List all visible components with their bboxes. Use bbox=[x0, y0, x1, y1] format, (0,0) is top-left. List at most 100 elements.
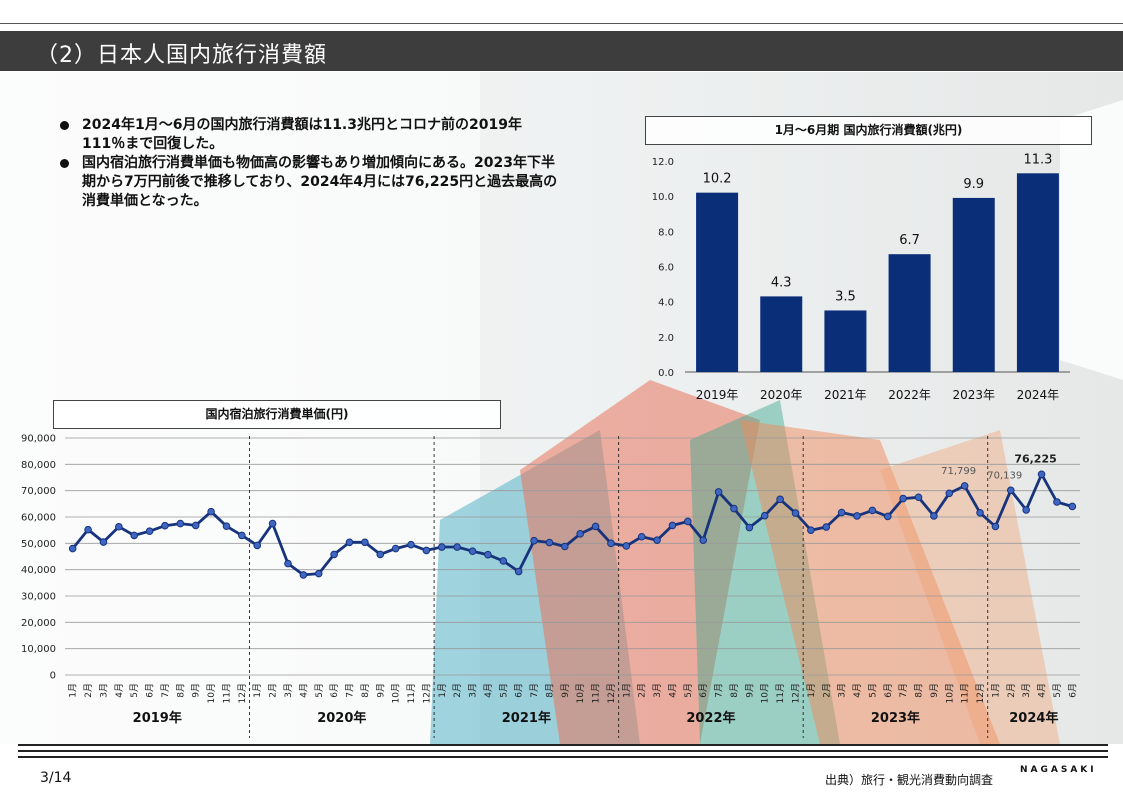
month-tick-label: 4月 bbox=[667, 683, 678, 698]
month-tick-label: 6月 bbox=[883, 683, 894, 698]
bar bbox=[952, 197, 995, 372]
bar bbox=[760, 296, 803, 372]
month-tick-label: 5月 bbox=[683, 683, 694, 698]
year-label: 2019年 bbox=[133, 710, 182, 726]
data-point bbox=[791, 509, 800, 517]
bar-value-label: 3.5 bbox=[835, 289, 856, 304]
month-tick-label: 5月 bbox=[1052, 683, 1063, 698]
month-tick-label: 10月 bbox=[206, 683, 217, 703]
year-label: 2023年 bbox=[871, 710, 920, 726]
data-point bbox=[161, 521, 169, 530]
year-label: 2022年 bbox=[686, 710, 735, 726]
title-bar: （2）日本人国内旅行消費額 bbox=[0, 31, 1123, 71]
data-point bbox=[945, 489, 954, 498]
bar bbox=[696, 192, 739, 372]
month-tick-label: 2月 bbox=[452, 683, 463, 698]
month-tick-label: 10月 bbox=[575, 683, 586, 703]
data-point bbox=[776, 495, 784, 504]
y-tick-label: 80,000 bbox=[21, 460, 56, 471]
data-point bbox=[1037, 470, 1046, 479]
bullet-item: 国内宿泊旅行消費単価も物価高の影響もあり増加傾向にある。2023年下半期から7万… bbox=[58, 154, 558, 211]
bar-value-label: 9.9 bbox=[963, 177, 984, 192]
month-tick-label: 11月 bbox=[221, 683, 232, 703]
month-tick-label: 7月 bbox=[529, 683, 540, 698]
bullet-item: 2024年1月～6月の国内旅行消費額は11.3兆円とコロナ前の2019年111％… bbox=[58, 116, 558, 154]
data-point bbox=[745, 523, 754, 532]
data-point bbox=[530, 536, 538, 545]
month-tick-label: 8月 bbox=[544, 683, 555, 698]
y-tick-label: 70,000 bbox=[21, 486, 56, 497]
bullet-text: 国内宿泊旅行消費単価も物価高の影響もあり増加傾向にある。2023年下半期から7万… bbox=[82, 155, 558, 209]
y-tick-label: 0.0 bbox=[658, 368, 674, 379]
month-tick-label: 11月 bbox=[960, 683, 971, 703]
month-tick-label: 2月 bbox=[268, 683, 279, 698]
month-tick-label: 6月 bbox=[329, 683, 340, 698]
data-label: 71,799 bbox=[941, 466, 976, 477]
page-title: （2）日本人国内旅行消費額 bbox=[36, 43, 327, 68]
data-point bbox=[68, 544, 77, 553]
month-tick-label: 9月 bbox=[929, 683, 940, 698]
month-tick-label: 5月 bbox=[498, 683, 509, 698]
data-point bbox=[361, 538, 369, 547]
data-point bbox=[976, 508, 984, 517]
data-point bbox=[222, 522, 231, 531]
data-point bbox=[499, 557, 508, 565]
month-tick-label: 8月 bbox=[360, 683, 371, 698]
month-tick-label: 11月 bbox=[591, 683, 602, 703]
data-point bbox=[668, 521, 677, 530]
data-point bbox=[314, 569, 323, 578]
month-tick-label: 8月 bbox=[175, 683, 186, 698]
data-point bbox=[453, 543, 461, 551]
month-tick-label: 6月 bbox=[514, 683, 525, 698]
month-tick-label: 7月 bbox=[898, 683, 909, 698]
month-tick-label: 7月 bbox=[345, 683, 356, 698]
y-tick-label: 6.0 bbox=[658, 263, 674, 274]
summary-bullets: 2024年1月～6月の国内旅行消費額は11.3兆円とコロナ前の2019年111％… bbox=[58, 116, 558, 211]
year-label: 2024年 bbox=[1009, 710, 1058, 726]
bar bbox=[888, 254, 931, 372]
data-point bbox=[1068, 502, 1077, 511]
data-point bbox=[730, 504, 738, 513]
data-point bbox=[607, 539, 615, 548]
month-tick-label: 12月 bbox=[606, 683, 617, 703]
data-point bbox=[437, 543, 446, 551]
bar-value-label: 10.2 bbox=[703, 172, 732, 187]
month-tick-label: 11月 bbox=[406, 683, 417, 703]
month-tick-label: 3月 bbox=[837, 683, 848, 698]
month-tick-label: 4月 bbox=[298, 683, 309, 698]
data-point bbox=[561, 542, 569, 551]
y-tick-label: 50,000 bbox=[21, 539, 56, 550]
y-tick-label: 10,000 bbox=[21, 644, 56, 655]
data-point bbox=[345, 538, 354, 547]
data-label: 76,225 bbox=[1014, 452, 1056, 465]
y-tick-label: 0 bbox=[50, 671, 56, 682]
bullet-dot-icon bbox=[60, 121, 69, 130]
year-label: 2020年 bbox=[317, 710, 366, 726]
data-point bbox=[853, 512, 861, 520]
top-rule bbox=[0, 23, 1123, 24]
month-tick-label: 12月 bbox=[421, 683, 432, 703]
month-tick-label: 8月 bbox=[914, 683, 925, 698]
page-number: 3/14 bbox=[40, 770, 72, 786]
data-point bbox=[391, 544, 400, 553]
data-point bbox=[99, 538, 108, 546]
data-point bbox=[1053, 498, 1061, 506]
month-tick-label: 1月 bbox=[806, 683, 817, 698]
data-point bbox=[991, 522, 1000, 531]
data-point bbox=[1006, 486, 1015, 495]
line-chart: 0 10,000 20,000 30,000 40,000 50,000 60,000 70,… bbox=[21, 434, 1080, 738]
source-note: 出典）旅行・観光消費動向調査 bbox=[825, 773, 994, 787]
month-tick-label: 7月 bbox=[160, 683, 171, 698]
month-tick-label: 3月 bbox=[283, 683, 294, 698]
data-point bbox=[883, 512, 892, 521]
bar-chart-title: 1月～6月期 国内旅行消費額(兆円) bbox=[645, 116, 1092, 145]
data-point bbox=[637, 532, 646, 541]
data-point bbox=[238, 531, 246, 540]
data-point bbox=[822, 523, 831, 531]
year-label: 2021年 bbox=[502, 710, 551, 726]
bar-chart: 0.0 2.0 4.0 6.0 8.0 10.0 12.0 10.2 2019年 4.3 2020年… bbox=[652, 152, 1070, 402]
month-tick-label: 3月 bbox=[1021, 683, 1032, 698]
data-point bbox=[899, 494, 907, 503]
data-point bbox=[653, 536, 661, 544]
month-tick-label: 9月 bbox=[744, 683, 755, 698]
